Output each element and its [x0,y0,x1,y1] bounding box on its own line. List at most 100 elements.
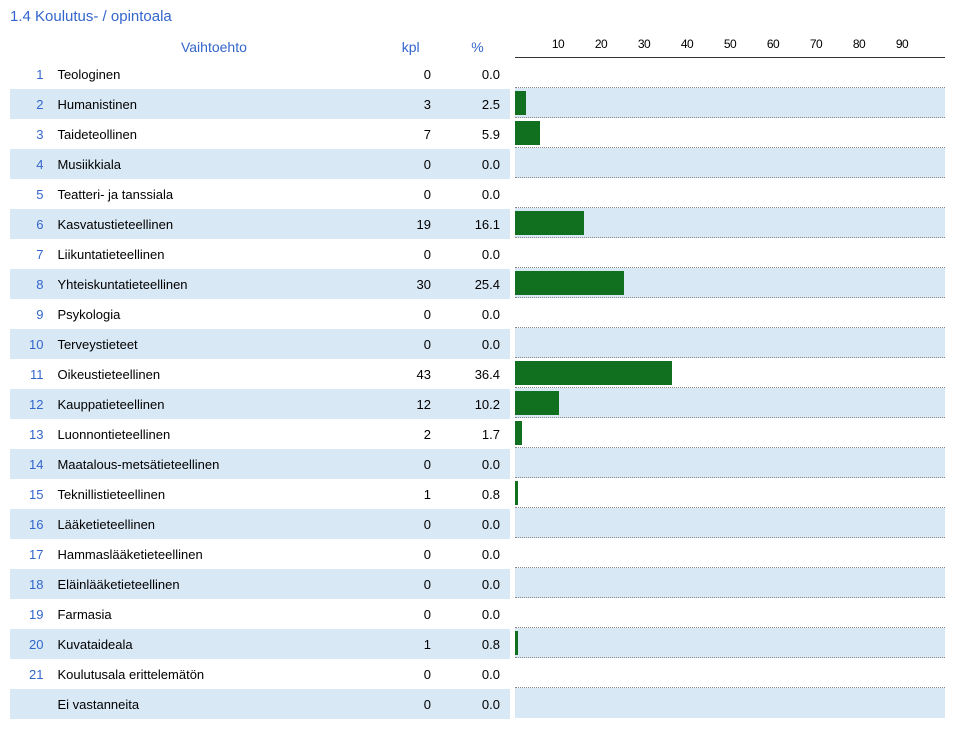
table-row: 21Koulutusala erittelemätön00.0 [10,659,510,689]
row-number: 17 [10,539,51,569]
axis-tick: 60 [767,37,779,51]
row-count: 0 [376,509,445,539]
bar [515,211,584,235]
chart-axis: 102030405060708090 [515,35,945,57]
row-label: Taideteollinen [51,119,376,149]
col-percent: % [445,35,510,59]
row-percent: 0.0 [445,239,510,269]
row-percent: 0.0 [445,149,510,179]
bar [515,361,672,385]
chart-row [515,208,945,238]
row-label: Kasvatustieteellinen [51,209,376,239]
row-label: Yhteiskuntatieteellinen [51,269,376,299]
chart-row [515,658,945,688]
chart-row [515,388,945,418]
row-number: 3 [10,119,51,149]
row-count: 0 [376,689,445,719]
row-percent: 0.0 [445,689,510,719]
row-count: 0 [376,59,445,89]
row-count: 0 [376,659,445,689]
chart-row [515,328,945,358]
axis-tick: 30 [638,37,650,51]
chart-row [515,358,945,388]
row-percent: 0.0 [445,659,510,689]
table-row: 15Teknillistieteellinen10.8 [10,479,510,509]
row-percent: 16.1 [445,209,510,239]
row-percent: 2.5 [445,89,510,119]
table-row: 16Lääketieteellinen00.0 [10,509,510,539]
table-row: 11Oikeustieteellinen4336.4 [10,359,510,389]
bar [515,91,526,115]
bar [515,631,518,655]
row-count: 0 [376,569,445,599]
row-percent: 0.0 [445,59,510,89]
table-row: 6Kasvatustieteellinen1916.1 [10,209,510,239]
row-count: 19 [376,209,445,239]
row-number: 12 [10,389,51,419]
row-label: Ei vastanneita [51,689,376,719]
row-percent: 25.4 [445,269,510,299]
row-label: Luonnontieteellinen [51,419,376,449]
chart-row [515,268,945,298]
row-number: 18 [10,569,51,599]
row-count: 0 [376,539,445,569]
axis-tick: 80 [853,37,865,51]
row-count: 7 [376,119,445,149]
row-number: 2 [10,89,51,119]
row-percent: 10.2 [445,389,510,419]
row-percent: 0.0 [445,179,510,209]
col-count: kpl [376,35,445,59]
row-label: Humanistinen [51,89,376,119]
bar [515,391,559,415]
row-number: 6 [10,209,51,239]
row-label: Maatalous-metsätieteellinen [51,449,376,479]
axis-tick: 20 [595,37,607,51]
row-label: Liikuntatieteellinen [51,239,376,269]
row-number: 1 [10,59,51,89]
row-number: 20 [10,629,51,659]
chart-plot [515,57,945,717]
row-label: Kuvataideala [51,629,376,659]
table-row: 4Musiikkiala00.0 [10,149,510,179]
chart-row [515,538,945,568]
row-label: Farmasia [51,599,376,629]
row-number: 5 [10,179,51,209]
row-number: 19 [10,599,51,629]
row-percent: 5.9 [445,119,510,149]
table-row: 13Luonnontieteellinen21.7 [10,419,510,449]
table-row: 9Psykologia00.0 [10,299,510,329]
row-percent: 0.0 [445,329,510,359]
chart-row [515,508,945,538]
row-number: 8 [10,269,51,299]
bar [515,271,624,295]
axis-tick: 10 [552,37,564,51]
row-count: 43 [376,359,445,389]
table-row: 2Humanistinen32.5 [10,89,510,119]
table-row: 7Liikuntatieteellinen00.0 [10,239,510,269]
axis-tick: 40 [681,37,693,51]
row-percent: 36.4 [445,359,510,389]
table-row: 20Kuvataideala10.8 [10,629,510,659]
row-count: 0 [376,239,445,269]
row-label: Musiikkiala [51,149,376,179]
row-count: 0 [376,149,445,179]
row-number [10,689,51,719]
row-label: Oikeustieteellinen [51,359,376,389]
row-label: Koulutusala erittelemätön [51,659,376,689]
row-percent: 0.0 [445,299,510,329]
table-row: 10Terveystieteet00.0 [10,329,510,359]
axis-tick: 50 [724,37,736,51]
row-count: 12 [376,389,445,419]
row-count: 0 [376,449,445,479]
table-row: 12Kauppatieteellinen1210.2 [10,389,510,419]
row-number: 15 [10,479,51,509]
row-percent: 0.0 [445,539,510,569]
chart-row [515,178,945,208]
chart-row [515,628,945,658]
axis-tick: 90 [896,37,908,51]
table-row: 1Teologinen00.0 [10,59,510,89]
bar [515,121,540,145]
table-row: 5Teatteri- ja tanssiala00.0 [10,179,510,209]
row-count: 2 [376,419,445,449]
row-label: Lääketieteellinen [51,509,376,539]
